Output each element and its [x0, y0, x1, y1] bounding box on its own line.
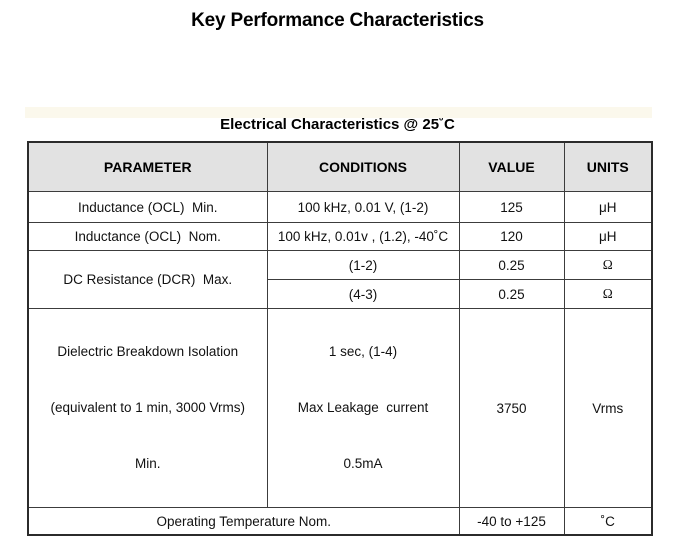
- units-cell: μH: [563, 191, 653, 223]
- parameter-cell: Inductance (OCL) Min.: [27, 191, 268, 223]
- parameter-cell: Dielectric Breakdown Isolation (equivale…: [27, 308, 268, 508]
- table-row-dielectric-breakdown: Dielectric Breakdown Isolation (equivale…: [27, 308, 653, 508]
- column-header-parameter: PARAMETER: [27, 141, 268, 192]
- conditions-cell: (4-3): [266, 279, 460, 309]
- units-cell: Vrms: [563, 308, 653, 508]
- page-title: Key Performance Characteristics: [191, 10, 484, 31]
- conditions-cell: 100 kHz, 0.01v , (1.2), -40˚C: [266, 222, 460, 251]
- parameter-line: Min.: [134, 456, 161, 471]
- parameter-cell: Operating Temperature Nom.: [27, 507, 460, 536]
- conditions-cell: (1-2): [266, 250, 460, 280]
- table-title: Electrical Characteristics @ 25˚C: [220, 116, 455, 133]
- value-cell: 125: [458, 191, 565, 223]
- parameter-cell: Inductance (OCL) Nom.: [27, 222, 268, 251]
- electrical-characteristics-table: PARAMETER CONDITIONS VALUE UNITS Inducta…: [27, 141, 653, 536]
- conditions-cell: 100 kHz, 0.01 V, (1-2): [266, 191, 460, 223]
- value-cell: -40 to +125: [458, 507, 565, 536]
- units-cell: μH: [563, 222, 653, 251]
- conditions-line: Max Leakage current: [297, 400, 429, 415]
- value-cell: 120: [458, 222, 565, 251]
- parameter-line: (equivalent to 1 min, 3000 Vrms): [50, 400, 246, 415]
- units-cell: Ω: [563, 250, 653, 280]
- conditions-line: 0.5mA: [343, 456, 383, 471]
- parameter-cell: DC Resistance (DCR) Max.: [27, 250, 268, 309]
- table-row-dcr-1-2: DC Resistance (DCR) Max. (1-2) 0.25 Ω: [27, 250, 653, 309]
- header-row: PARAMETER CONDITIONS VALUE UNITS: [27, 141, 653, 192]
- column-header-value: VALUE: [458, 141, 565, 192]
- column-header-conditions: CONDITIONS: [266, 141, 460, 192]
- value-cell: 0.25: [458, 279, 565, 309]
- units-cell: Ω: [563, 279, 653, 309]
- conditions-cell: 1 sec, (1-4) Max Leakage current 0.5mA: [266, 308, 460, 508]
- conditions-line: 1 sec, (1-4): [328, 344, 398, 359]
- column-header-units: UNITS: [563, 141, 653, 192]
- table-row-inductance-nom: Inductance (OCL) Nom. 100 kHz, 0.01v , (…: [27, 222, 653, 251]
- units-cell: ˚C: [563, 507, 653, 536]
- value-cell: 0.25: [458, 250, 565, 280]
- value-cell: 3750: [458, 308, 565, 508]
- parameter-line: Dielectric Breakdown Isolation: [57, 344, 239, 359]
- faint-highlight-band: [25, 107, 652, 118]
- table-row-operating-temperature: Operating Temperature Nom. -40 to +125 ˚…: [27, 507, 653, 536]
- table-row-inductance-min: Inductance (OCL) Min. 100 kHz, 0.01 V, (…: [27, 191, 653, 223]
- table-row-dcr-4-3: (4-3) 0.25 Ω: [28, 279, 653, 309]
